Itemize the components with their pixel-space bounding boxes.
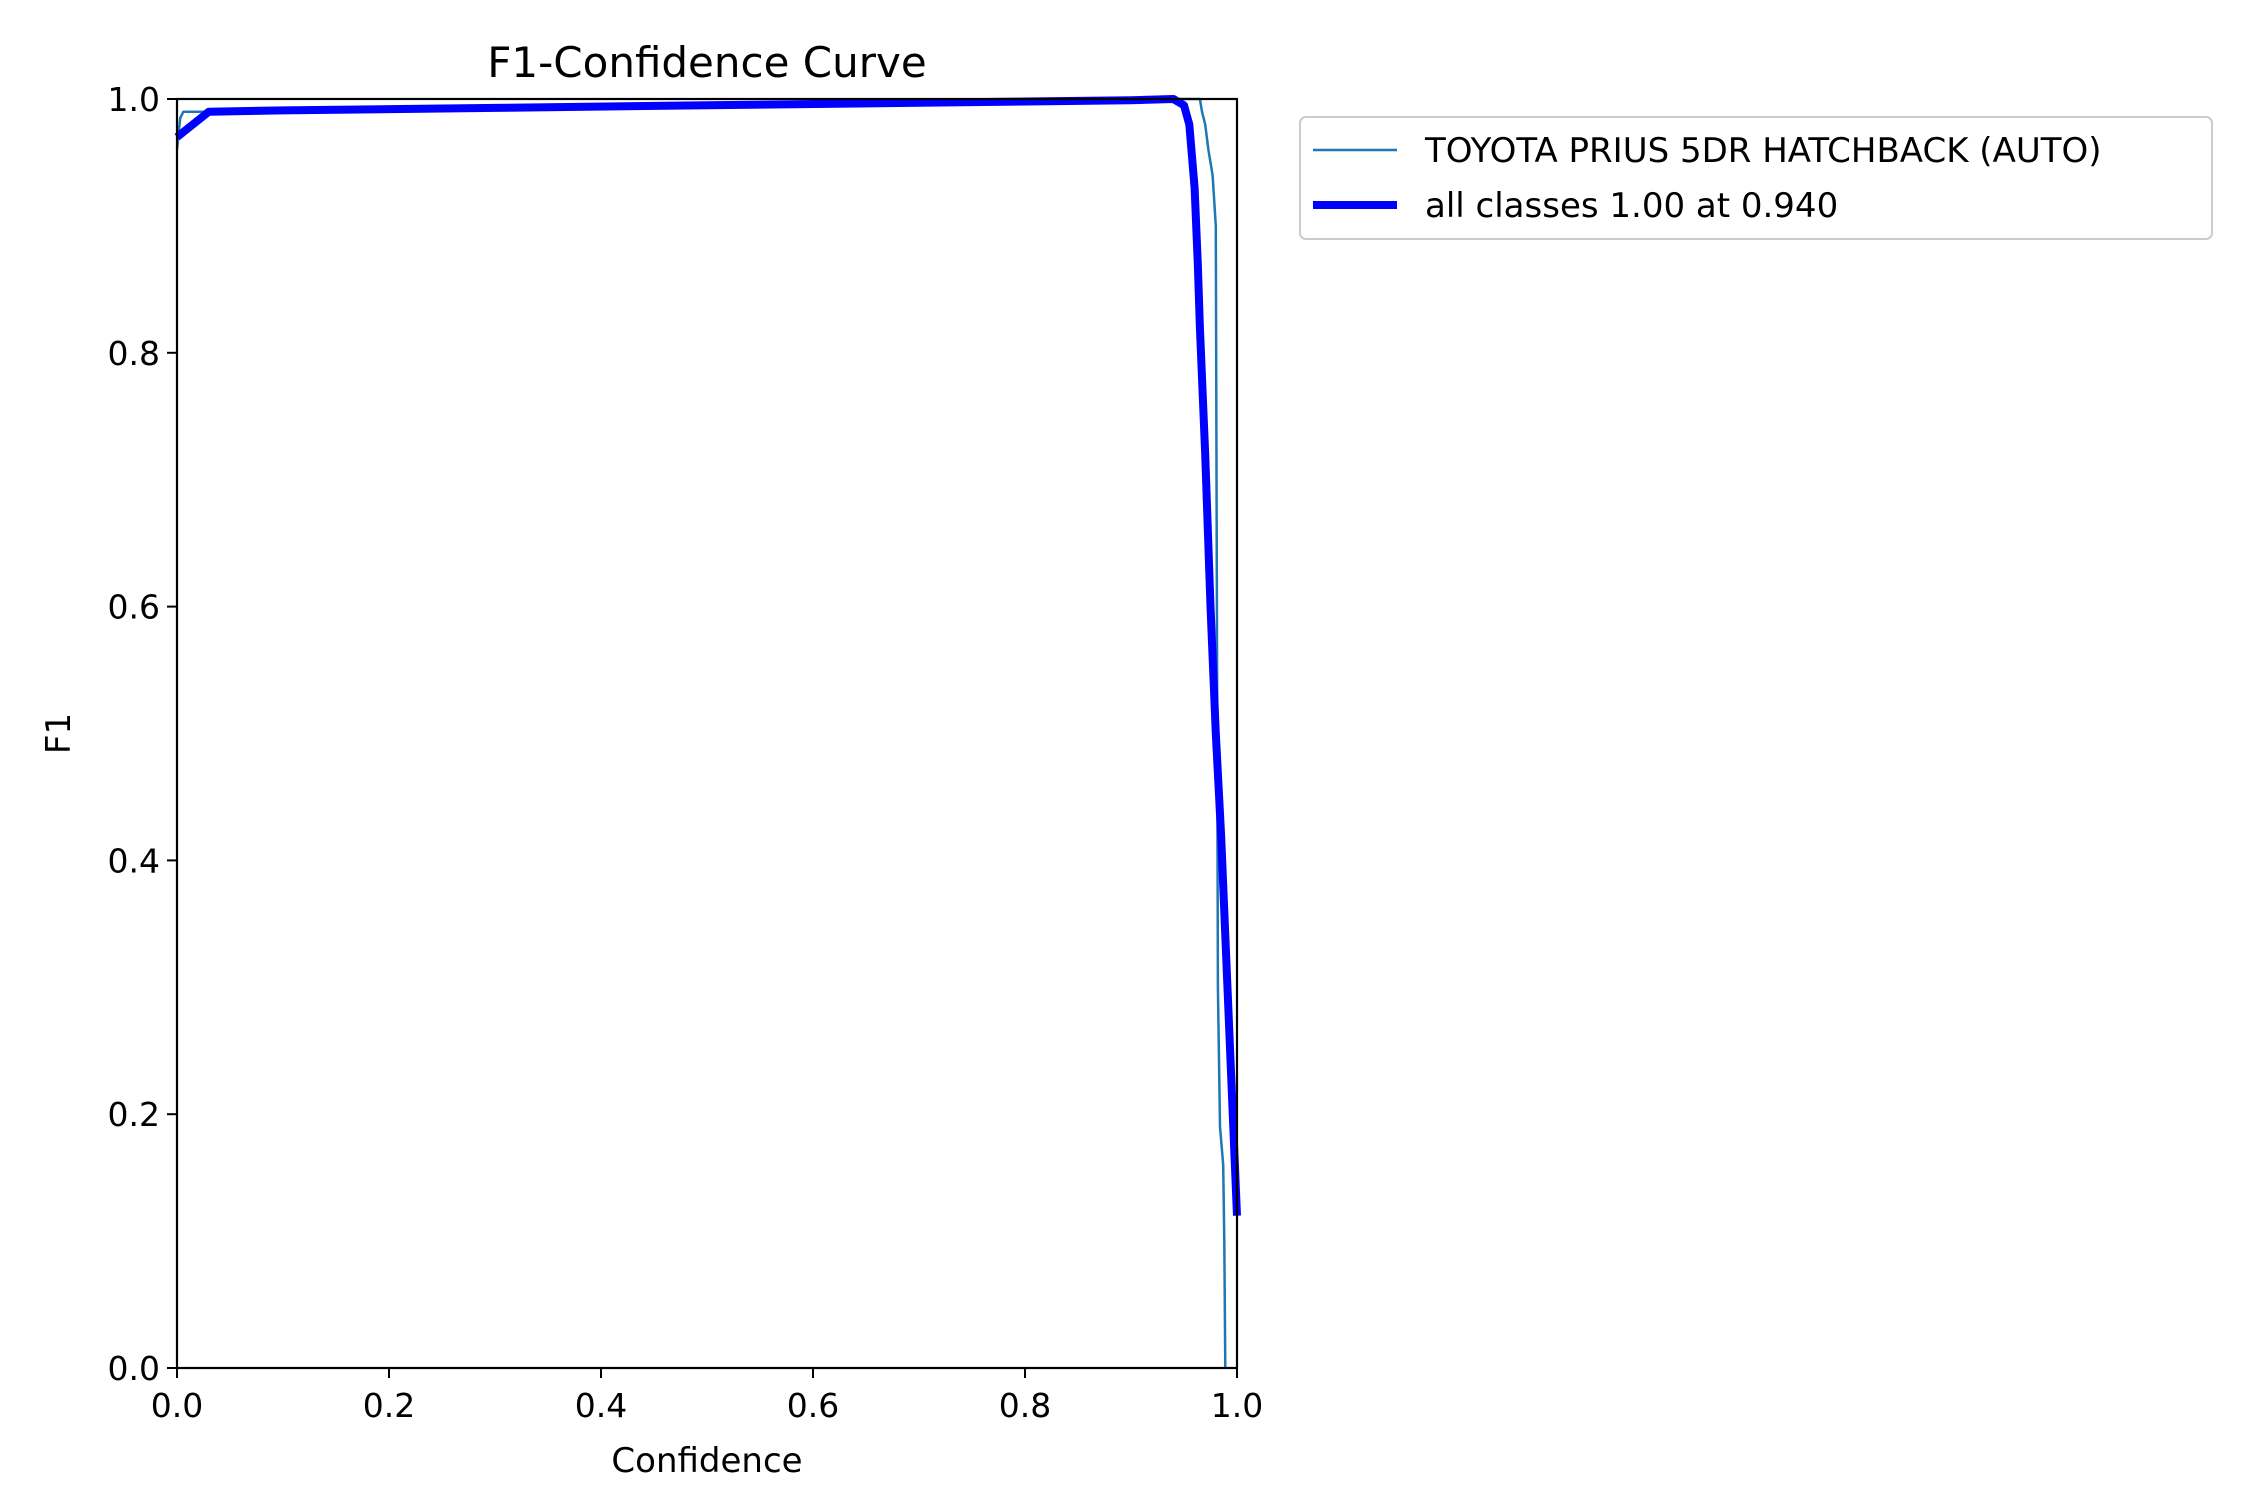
series-line-all-classes <box>174 95 1241 1216</box>
axis-ticks: 0.0 0.2 0.4 0.6 0.8 1.0 0.0 0.2 0.4 0.6 0.8 1.0 <box>108 80 1264 1425</box>
chart-title: F1-Confidence Curve <box>487 38 926 87</box>
series-lines <box>174 95 1241 1369</box>
x-tick-label: 0.2 <box>363 1386 415 1425</box>
legend-label-class: TOYOTA PRIUS 5DR HATCHBACK (AUTO) <box>1424 131 2102 171</box>
legend-box <box>1299 116 2213 240</box>
y-tick-label: 0.6 <box>108 588 160 627</box>
legend: TOYOTA PRIUS 5DR HATCHBACK (AUTO) all cl… <box>1299 116 2213 240</box>
y-axis-title: F1 <box>39 713 79 754</box>
x-tick-label: 0.8 <box>999 1386 1051 1425</box>
x-tick-label: 0.0 <box>151 1386 203 1425</box>
x-axis-title: Confidence <box>611 1441 802 1481</box>
y-tick-label: 0.0 <box>108 1349 160 1388</box>
y-tick-label: 1.0 <box>108 80 160 119</box>
legend-label-all-classes: all classes 1.00 at 0.940 <box>1425 186 1838 226</box>
y-tick-label: 0.2 <box>108 1095 160 1134</box>
axes-frame <box>175 97 1239 1370</box>
x-tick-label: 1.0 <box>1211 1386 1263 1425</box>
y-tick-label: 0.8 <box>108 334 160 373</box>
y-tick-label: 0.4 <box>108 841 160 880</box>
x-tick-label: 0.4 <box>575 1386 627 1425</box>
x-tick-label: 0.6 <box>787 1386 839 1425</box>
